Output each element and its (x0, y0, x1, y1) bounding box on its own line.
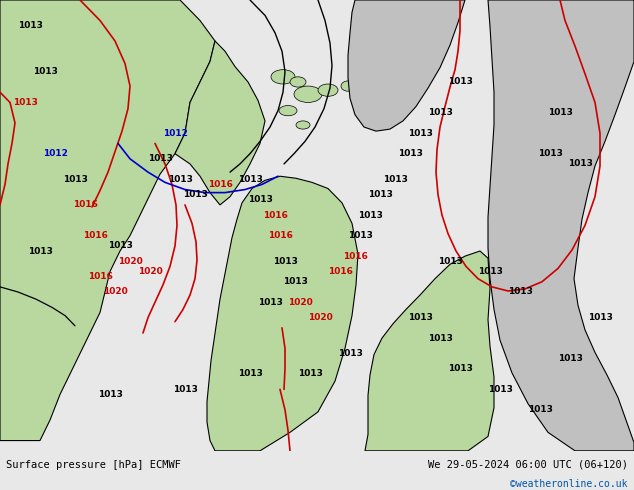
Text: 1013: 1013 (398, 149, 422, 158)
Text: 1013: 1013 (448, 365, 472, 373)
Text: 1013: 1013 (508, 288, 533, 296)
Text: 1013: 1013 (368, 190, 392, 199)
Text: 1013: 1013 (427, 334, 453, 343)
Text: 1013: 1013 (548, 108, 573, 117)
Polygon shape (175, 41, 265, 205)
Text: 1016: 1016 (87, 272, 112, 281)
Ellipse shape (294, 86, 322, 102)
Text: 1013: 1013 (98, 390, 122, 399)
Text: 1013: 1013 (32, 67, 58, 76)
Ellipse shape (318, 84, 338, 97)
Text: 1020: 1020 (103, 288, 127, 296)
Text: 1016: 1016 (262, 211, 287, 220)
Ellipse shape (341, 81, 355, 91)
Polygon shape (348, 0, 465, 131)
Text: 1013: 1013 (477, 267, 502, 276)
Polygon shape (207, 176, 358, 451)
Polygon shape (0, 0, 215, 441)
Text: 1013: 1013 (148, 154, 172, 163)
Text: 1016: 1016 (207, 180, 233, 189)
Text: 1012: 1012 (42, 149, 67, 158)
Ellipse shape (290, 77, 306, 87)
Text: 1013: 1013 (337, 349, 363, 358)
Text: 1016: 1016 (268, 231, 292, 240)
Text: 1013: 1013 (172, 385, 197, 394)
Text: Surface pressure [hPa] ECMWF: Surface pressure [hPa] ECMWF (6, 460, 181, 469)
Text: 1013: 1013 (382, 175, 408, 184)
Text: 1016: 1016 (72, 200, 98, 209)
Text: 1013: 1013 (527, 405, 552, 415)
Text: We 29-05-2024 06:00 UTC (06+120): We 29-05-2024 06:00 UTC (06+120) (428, 460, 628, 469)
Text: 1016: 1016 (342, 252, 368, 261)
Text: 1013: 1013 (18, 21, 42, 30)
Polygon shape (488, 0, 634, 451)
Text: 1013: 1013 (538, 149, 562, 158)
Ellipse shape (362, 86, 374, 94)
Text: 1013: 1013 (588, 313, 612, 322)
Ellipse shape (271, 70, 295, 84)
Text: 1020: 1020 (138, 267, 162, 276)
Text: 1013: 1013 (347, 231, 372, 240)
Text: 1016: 1016 (82, 231, 107, 240)
Text: 1013: 1013 (557, 354, 583, 363)
Text: 1012: 1012 (162, 129, 188, 138)
Text: 1020: 1020 (118, 257, 143, 266)
Text: 1020: 1020 (288, 298, 313, 307)
Text: 1013: 1013 (408, 129, 432, 138)
Text: 1013: 1013 (273, 257, 297, 266)
Text: 1013: 1013 (257, 298, 282, 307)
Text: 1020: 1020 (307, 313, 332, 322)
Text: 1013: 1013 (297, 369, 323, 378)
Text: 1013: 1013 (27, 246, 53, 255)
Text: 1013: 1013 (63, 175, 87, 184)
Text: 1013: 1013 (448, 77, 472, 86)
Text: 1013: 1013 (108, 242, 133, 250)
Text: 1013: 1013 (167, 175, 193, 184)
Text: 1016: 1016 (328, 267, 353, 276)
Text: 1013: 1013 (238, 369, 262, 378)
Text: 1013: 1013 (238, 175, 262, 184)
Text: 1013: 1013 (247, 196, 273, 204)
Ellipse shape (279, 105, 297, 116)
Text: 1013: 1013 (427, 108, 453, 117)
Text: 1013: 1013 (283, 277, 307, 286)
Text: 1013: 1013 (358, 211, 382, 220)
Text: ©weatheronline.co.uk: ©weatheronline.co.uk (510, 479, 628, 489)
Text: 1013: 1013 (488, 385, 512, 394)
Text: 1013: 1013 (183, 190, 207, 199)
Text: 1013: 1013 (567, 159, 592, 169)
Text: 1013: 1013 (408, 313, 432, 322)
Ellipse shape (296, 121, 310, 129)
Text: 1013: 1013 (13, 98, 37, 107)
Text: 1013: 1013 (437, 257, 462, 266)
Polygon shape (365, 251, 494, 451)
